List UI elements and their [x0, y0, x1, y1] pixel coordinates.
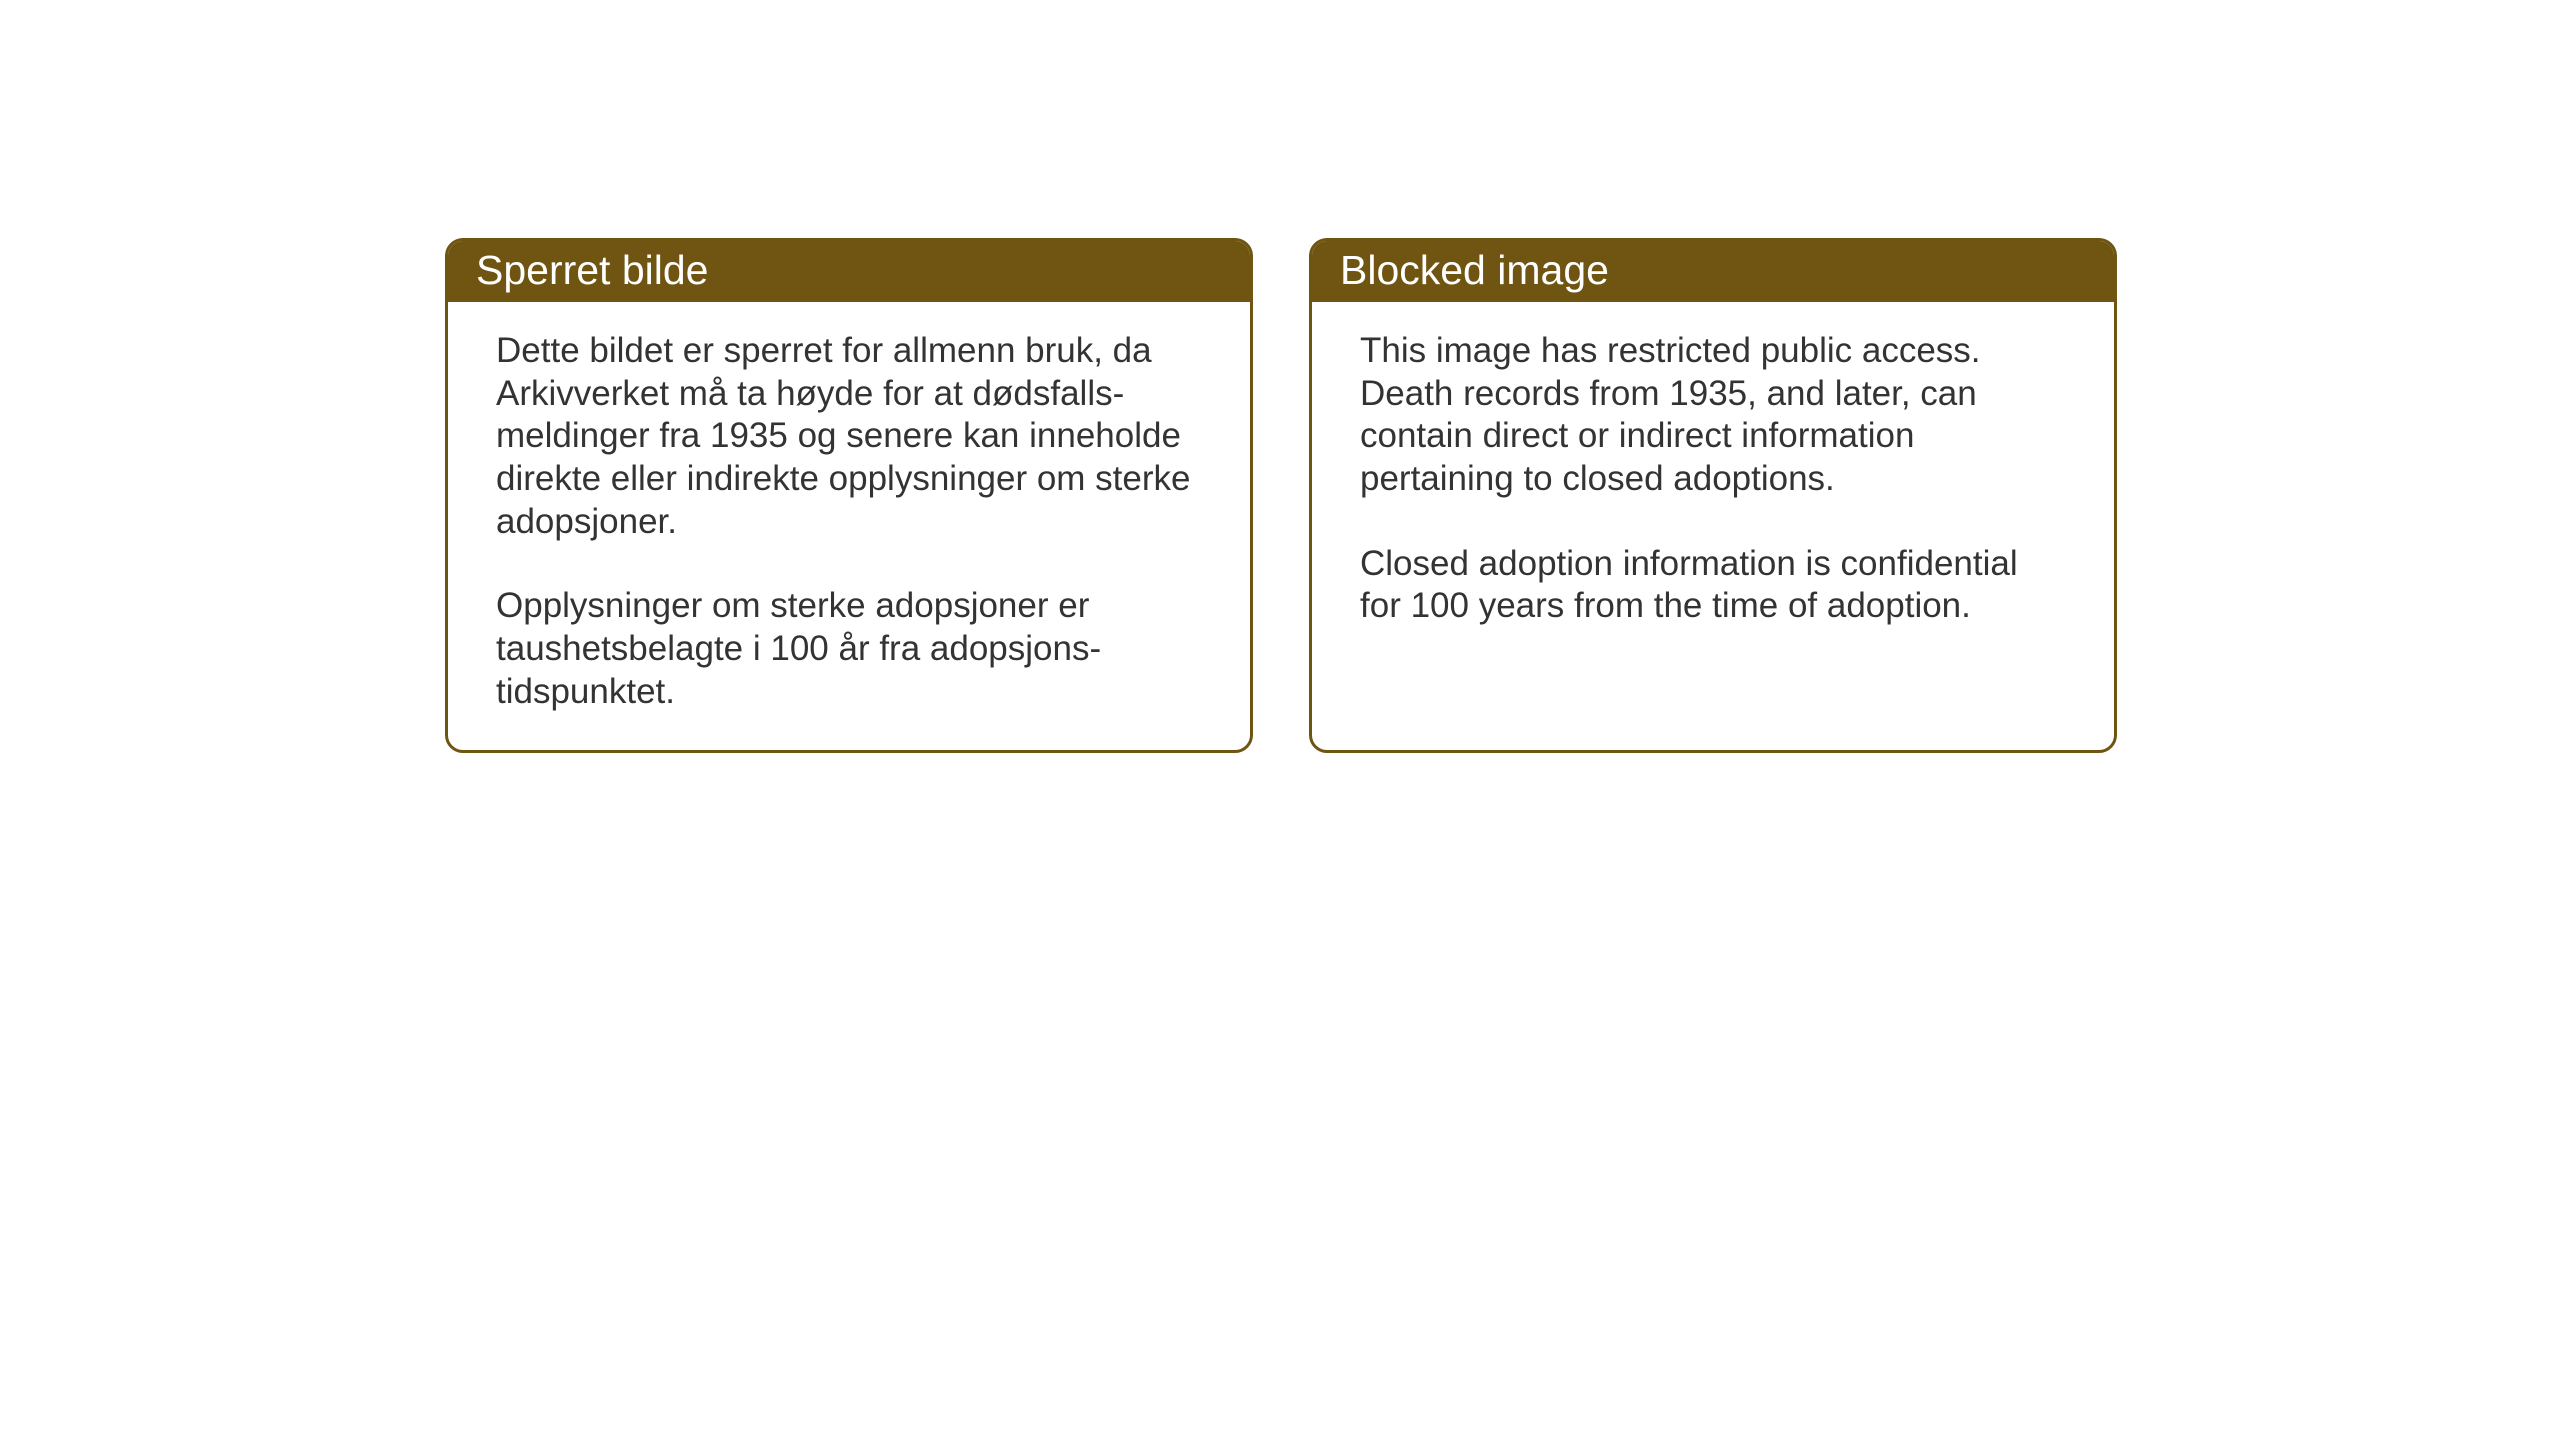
card-body-norwegian: Dette bildet er sperret for allmenn bruk… [448, 302, 1250, 750]
card-paragraph-2-english: Closed adoption information is confident… [1360, 543, 2066, 628]
card-paragraph-1-norwegian: Dette bildet er sperret for allmenn bruk… [496, 330, 1202, 543]
card-title-english: Blocked image [1312, 241, 2114, 302]
card-body-english: This image has restricted public access.… [1312, 302, 2114, 712]
card-title-norwegian: Sperret bilde [448, 241, 1250, 302]
card-paragraph-2-norwegian: Opplysninger om sterke adopsjoner er tau… [496, 585, 1202, 713]
card-paragraph-1-english: This image has restricted public access.… [1360, 330, 2066, 501]
notice-card-english: Blocked image This image has restricted … [1309, 238, 2117, 753]
notice-card-norwegian: Sperret bilde Dette bildet er sperret fo… [445, 238, 1253, 753]
notice-cards-container: Sperret bilde Dette bildet er sperret fo… [445, 238, 2117, 753]
